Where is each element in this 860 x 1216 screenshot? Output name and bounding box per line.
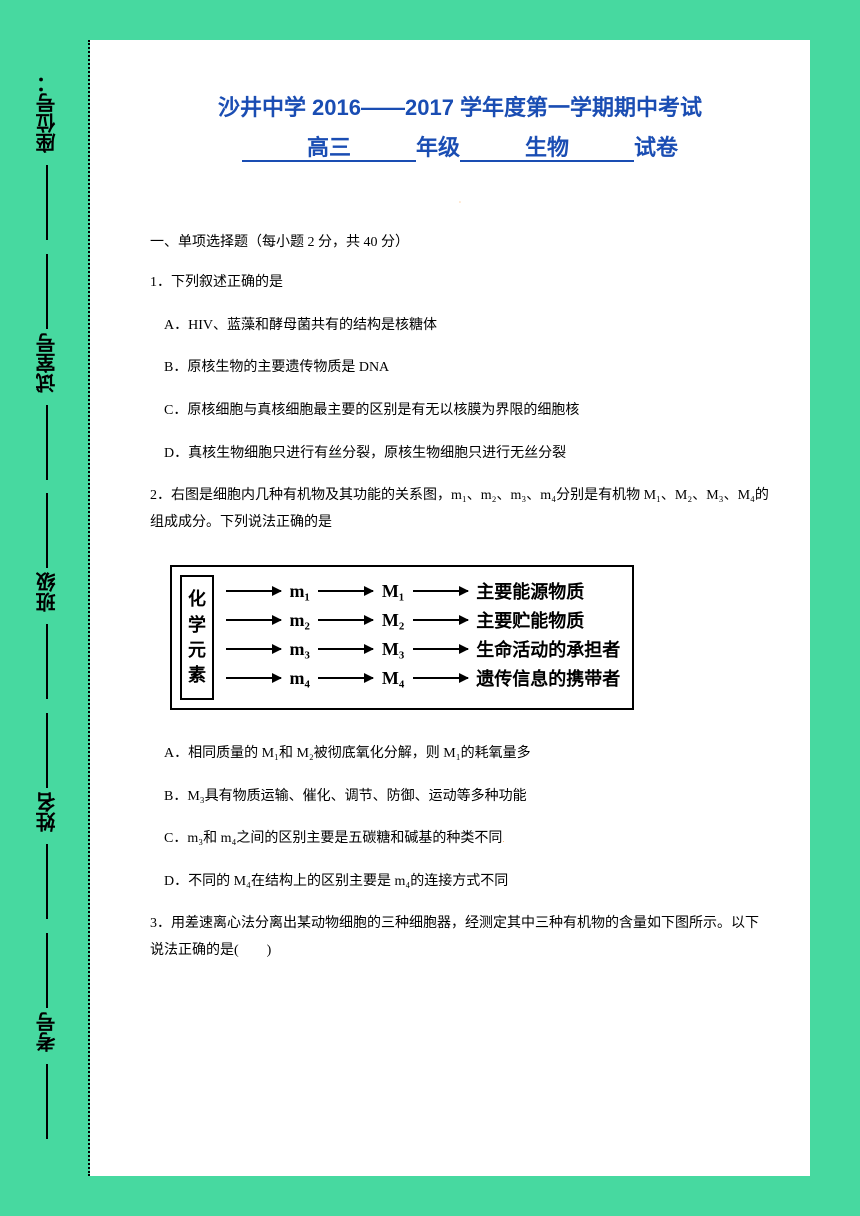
diagram-row-2: m₂ M₂ 主要贮能物质 [222, 607, 620, 633]
sidebar-name[interactable]: 姓名 [33, 709, 62, 923]
diagram-row-3: m₃ M₃ 生命活动的承担者 [222, 636, 620, 662]
exam-paper: 沙井中学 2016——2017 学年度第一学期期中考试 高三年级生物试卷 · 一… [90, 40, 810, 1176]
q2-option-c: C．m₃和 m₄之间的区别主要是五碳糖和碱基的种类不同. [164, 826, 770, 853]
sidebar-class[interactable]: 班级 [33, 489, 62, 703]
q1-option-b: B．原核生物的主要遗传物质是 DNA [164, 355, 770, 382]
orange-marker-icon: · [459, 198, 462, 207]
sidebar-exam-number[interactable]: 考号 [33, 929, 62, 1143]
sidebar-seat-number[interactable]: 座位号： [33, 73, 62, 244]
q2-option-a: A．相同质量的 M₁和 M₂被彻底氧化分解，则 M₁的耗氧量多 [164, 741, 770, 768]
diagram-row-4: m₄ M₄ 遗传信息的携带者 [222, 665, 620, 691]
binding-sidebar: 座位号： 试室号 班级 姓名 考号 [5, 40, 90, 1176]
q2-text: 2．右图是细胞内几种有机物及其功能的关系图，m₁、m₂、m₃、m₄分别是有机物 … [150, 483, 770, 536]
diagram-row-1: m₁ M₁ 主要能源物质 [222, 578, 620, 604]
q1-option-d: D．真核生物细胞只进行有丝分裂，原核生物细胞只进行无丝分裂 [164, 441, 770, 468]
section-header: 一、单项选择题（每小题 2 分，共 40 分） [150, 230, 770, 255]
q2-option-d: D．不同的 M₄在结构上的区别主要是 m₄的连接方式不同 [164, 869, 770, 896]
diagram-left-label: 化学元素 [180, 575, 214, 700]
title-main: 沙井中学 2016——2017 学年度第一学期期中考试 [150, 90, 770, 122]
title-sub: 高三年级生物试卷 [150, 130, 770, 162]
diagram-rows: m₁ M₁ 主要能源物质 m₂ M₂ 主要贮能物质 m₃ M₃ 生命活动的承担者… [222, 567, 632, 708]
sidebar-room-number[interactable]: 试室号 [33, 250, 62, 484]
q1-option-c: C．原核细胞与真核细胞最主要的区别是有无以核膜为界限的细胞核 [164, 398, 770, 425]
q2-option-b: B．M₃具有物质运输、催化、调节、防御、运动等多种功能 [164, 784, 770, 811]
q2-diagram: 化学元素 m₁ M₁ 主要能源物质 m₂ M₂ 主要贮能物质 m₃ M₃ 生命活… [170, 565, 634, 710]
q1-option-a: A．HIV、蓝藻和酵母菌共有的结构是核糖体 [164, 313, 770, 340]
q1-text: 1．下列叙述正确的是 [150, 270, 770, 297]
q3-text: 3．用差速离心法分离出某动物细胞的三种细胞器，经测定其中三种有机物的含量如下图所… [150, 911, 770, 964]
